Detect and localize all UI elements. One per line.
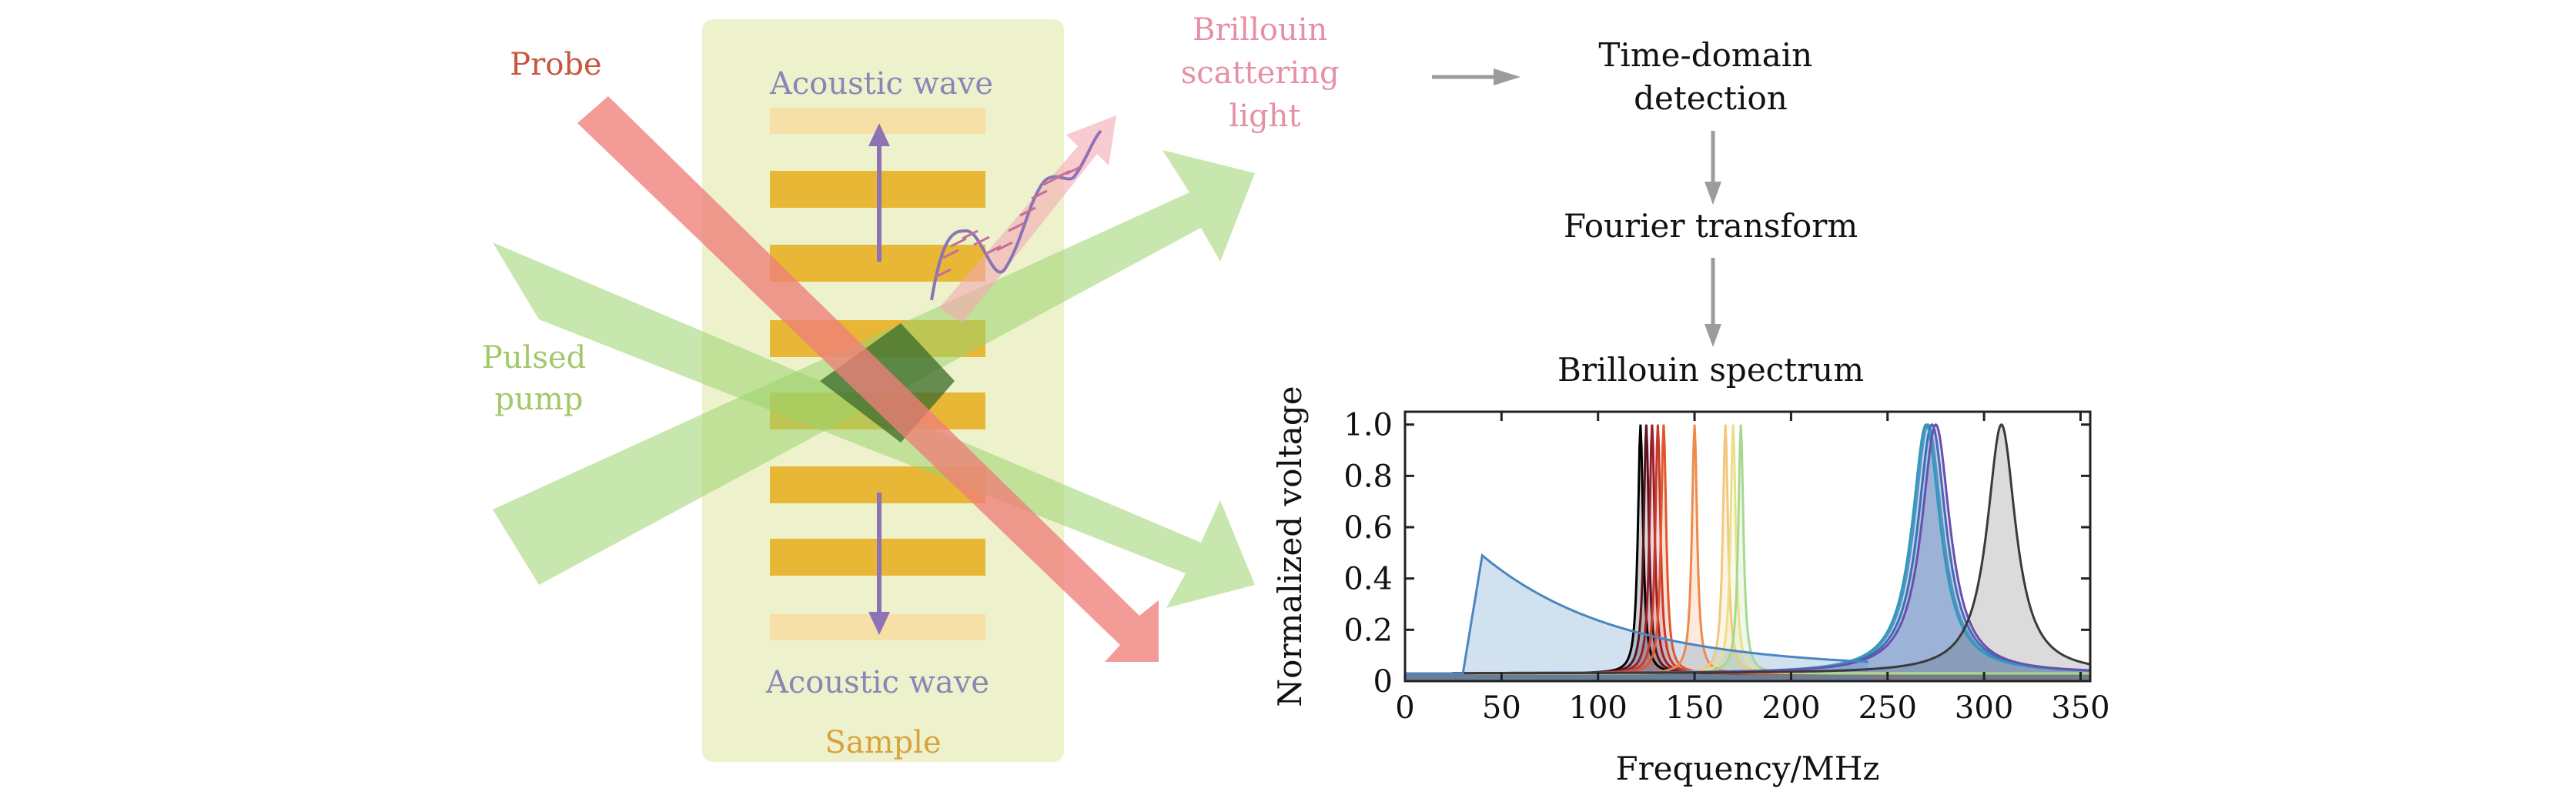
brillouin-spectrum-label: Brillouin spectrum — [1557, 351, 1864, 389]
chart-lines — [1405, 423, 2091, 675]
flow-arrow-right — [1432, 68, 1521, 85]
processing-flow: Time-domain detection Fourier transform … — [1432, 36, 1864, 389]
series-fill — [1405, 424, 2090, 681]
chart-fills — [1405, 424, 2090, 681]
series-line — [1405, 423, 2091, 675]
time-domain-detection-label: Time-domain detection — [1598, 36, 1822, 117]
acoustic-arrow-down — [868, 493, 890, 635]
x-tick-label: 100 — [1569, 690, 1628, 726]
probe-label: Probe — [510, 47, 601, 82]
pulsed-pump-label: Pulsed pump — [482, 340, 596, 417]
brillouin-light-line: Brillouin — [1193, 12, 1327, 48]
y-tick-label: 0 — [1373, 664, 1393, 700]
low-frequency-line — [1405, 553, 1868, 675]
x-axis-label: Frequency/MHz — [1615, 750, 1879, 787]
fourier-transform-label: Fourier transform — [1564, 207, 1858, 245]
spectrum-chart: 0 50 100 150 200 250 300 350 0 0.2 0.4 0.6 0.8 1.0 Fr… — [1271, 386, 2110, 787]
x-tick-label: 0 — [1395, 690, 1414, 726]
x-tick-label: 250 — [1858, 690, 1917, 726]
x-tick-label: 350 — [2051, 690, 2109, 726]
acoustic-wave-top-label: Acoustic wave — [769, 66, 993, 102]
time-domain-line: Time-domain — [1598, 36, 1812, 74]
plot-frame — [1403, 410, 2092, 683]
flow-arrow-down-1 — [1705, 131, 1721, 205]
x-tick-label: 50 — [1482, 690, 1521, 726]
brillouin-light-line: light — [1229, 99, 1300, 134]
y-tick-label: 0.8 — [1343, 459, 1393, 494]
series-fill — [1405, 424, 2090, 681]
y-tick-label: 0.4 — [1343, 562, 1393, 597]
scattered-wave — [930, 129, 1102, 301]
acoustic-wave-bottom-label: Acoustic wave — [765, 665, 989, 700]
y-tick-label: 0.2 — [1343, 613, 1393, 648]
time-domain-line: detection — [1634, 79, 1788, 117]
x-tick-label: 150 — [1665, 690, 1724, 726]
pulsed-pump-line: Pulsed — [482, 340, 586, 376]
flow-arrow-down-2 — [1705, 258, 1721, 347]
pulsed-pump-line: pump — [495, 382, 584, 417]
pump-beam-lower — [493, 242, 1255, 608]
y-axis-label: Normalized voltage — [1271, 386, 1309, 706]
sample-label: Sample — [825, 725, 941, 760]
chart-ticks: 0 50 100 150 200 250 300 350 0 0.2 0.4 0.6 0.8 1.0 — [1343, 408, 2109, 726]
brillouin-light-label: Brillouin scattering light — [1181, 12, 1350, 134]
scattered-wave-ripples — [935, 165, 1082, 279]
series-fill — [1405, 424, 2090, 681]
x-tick-label: 200 — [1761, 690, 1820, 726]
x-tick-label: 300 — [1955, 690, 2013, 726]
low-frequency-fill — [1405, 555, 1868, 681]
brillouin-light-line: scattering — [1181, 55, 1340, 91]
schematic: Probe Pulsed pump Acoustic wave Acoustic… — [482, 12, 1350, 762]
y-tick-label: 0.6 — [1343, 510, 1393, 546]
acoustic-arrow-up — [868, 123, 890, 262]
y-tick-label: 1.0 — [1343, 408, 1393, 443]
probe-beam — [577, 96, 1159, 662]
